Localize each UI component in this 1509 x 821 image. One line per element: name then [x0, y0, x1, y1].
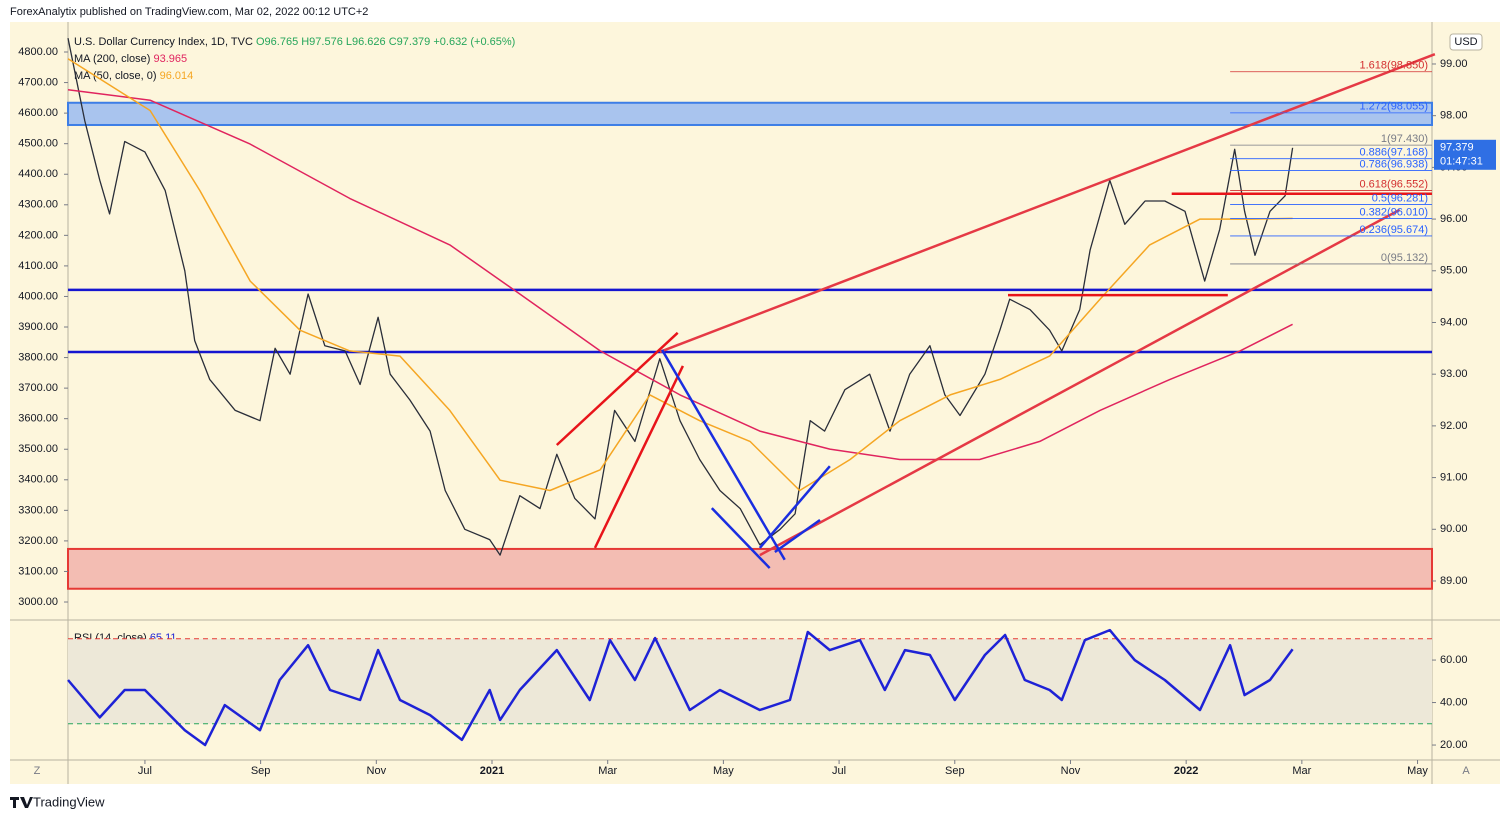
fib-label: 0.5(96.281) [1372, 192, 1428, 204]
fib-label: 1.272(98.055) [1360, 101, 1429, 113]
y2-tick-label: 3900.00 [18, 321, 58, 333]
ma200-legend: MA (200, close) 93.965 [74, 53, 187, 65]
y-tick-label: 98.00 [1440, 110, 1468, 122]
y-tick-label: 90.00 [1440, 523, 1468, 535]
legend-title: U.S. Dollar Currency Index, 1D, TVC O96.… [74, 36, 515, 48]
y-tick-label: 96.00 [1440, 213, 1468, 225]
trendline [710, 507, 771, 569]
price-tag [1434, 139, 1496, 170]
y2-tick-label: 4800.00 [18, 46, 58, 58]
rsi-tick-label: 40.00 [1440, 696, 1468, 708]
trendline [774, 518, 821, 554]
trendline [593, 365, 685, 549]
rsi-tick-label: 60.00 [1440, 654, 1468, 666]
trendline [555, 331, 679, 446]
y2-tick-label: 3700.00 [18, 382, 58, 394]
ma-name: MA (50, close, 0) [74, 70, 157, 82]
moving-average [67, 89, 1293, 461]
x-tick-label: Nov [367, 765, 387, 777]
y2-tick-label: 4300.00 [18, 199, 58, 211]
fib-label: 0.886(97.168) [1360, 147, 1429, 159]
tv-logo [10, 797, 33, 808]
y2-tick-label: 3000.00 [18, 596, 58, 608]
y-tick-label: 89.00 [1440, 575, 1468, 587]
y2-tick-label: 4600.00 [18, 107, 58, 119]
fib-label: 0(95.132) [1381, 252, 1428, 264]
y2-tick-label: 4200.00 [18, 229, 58, 241]
ma50-legend: MA (50, close, 0) 96.014 [74, 70, 193, 82]
price-line [67, 628, 1294, 747]
fib-label: 0.236(95.674) [1360, 224, 1429, 236]
y-tick-label: 94.00 [1440, 316, 1468, 328]
ma-name: MA (200, close) [74, 53, 150, 65]
auto-button[interactable]: A [1462, 765, 1470, 777]
ma-value: 96.014 [160, 70, 194, 82]
y-tick-label: 95.00 [1440, 265, 1468, 277]
publisher: ForexAnalytix published on TradingView.c… [10, 6, 368, 18]
countdown: 01:47:31 [1440, 156, 1483, 168]
y2-tick-label: 3800.00 [18, 351, 58, 363]
x-tick-label: Jul [138, 765, 152, 777]
trendline [659, 52, 1436, 354]
fib-label: 0.382(96.010) [1360, 206, 1429, 218]
moving-average [67, 58, 1293, 492]
x-tick-label: Sep [945, 765, 965, 777]
y2-tick-label: 4100.00 [18, 260, 58, 272]
y2-tick-label: 4700.00 [18, 76, 58, 88]
rsi-tick-label: 20.00 [1440, 739, 1468, 751]
footer-brand: TradingView [33, 794, 105, 809]
fib-label: 0.786(96.938) [1360, 158, 1429, 170]
x-tick-label: Sep [251, 765, 271, 777]
x-tick-label: Jul [832, 765, 846, 777]
fib-label: 0.618(96.552) [1360, 178, 1429, 190]
zoom-button[interactable]: Z [34, 765, 41, 777]
fib-label: 1.618(98.850) [1360, 60, 1429, 72]
trendline [759, 208, 1401, 557]
zone [67, 101, 1433, 126]
y2-tick-label: 4000.00 [18, 290, 58, 302]
y2-tick-label: 3200.00 [18, 535, 58, 547]
x-tick-label: May [1407, 765, 1428, 777]
ma-value: 93.965 [153, 53, 187, 65]
trendline [758, 465, 831, 549]
x-tick-label: 2021 [480, 765, 504, 777]
y2-tick-label: 4400.00 [18, 168, 58, 180]
trendline [660, 349, 786, 561]
price-line [67, 37, 1294, 556]
x-tick-label: Nov [1061, 765, 1081, 777]
y2-tick-label: 3300.00 [18, 504, 58, 516]
symbol: U.S. Dollar Currency Index, 1D, TVC [74, 36, 253, 48]
rsi-band [68, 638, 1432, 724]
x-tick-label: 2022 [1174, 765, 1198, 777]
y2-tick-label: 3500.00 [18, 443, 58, 455]
currency-box[interactable] [1449, 33, 1483, 51]
y2-tick-label: 3600.00 [18, 413, 58, 425]
y2-tick-label: 3400.00 [18, 474, 58, 486]
y-tick-label: 93.00 [1440, 368, 1468, 380]
price-tag-label: 97.379 [1440, 142, 1474, 154]
currency[interactable]: USD [1454, 36, 1477, 48]
y-tick-label: 99.00 [1440, 58, 1468, 70]
y2-tick-label: 3100.00 [18, 565, 58, 577]
zone [67, 547, 1433, 590]
y-tick-label: 91.00 [1440, 471, 1468, 483]
quote: O96.765 H97.576 L96.626 C97.379 +0.632 (… [256, 36, 515, 48]
y-tick-label: 92.00 [1440, 420, 1468, 432]
x-tick-label: Mar [598, 765, 617, 777]
y2-tick-label: 4500.00 [18, 138, 58, 150]
x-tick-label: Mar [1292, 765, 1311, 777]
fib-label: 1(97.430) [1381, 133, 1428, 145]
x-tick-label: May [713, 765, 734, 777]
